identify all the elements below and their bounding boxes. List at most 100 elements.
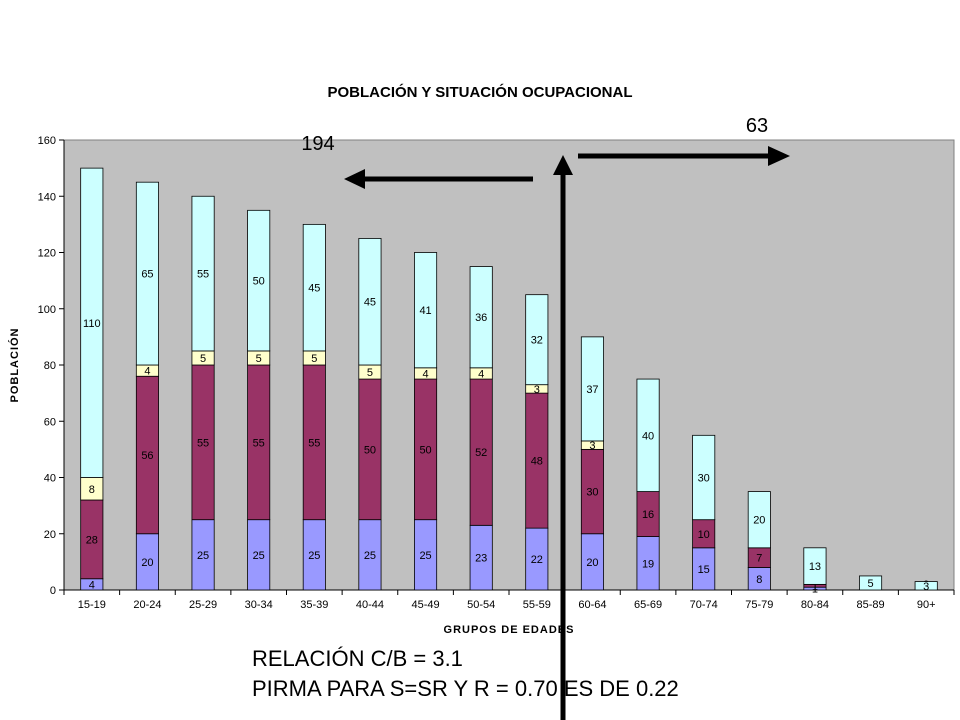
data-label: 3 <box>534 384 540 396</box>
data-label: 56 <box>141 450 153 462</box>
bar-segment <box>580 336 604 442</box>
chart-title: POBLACIÓN Y SITUACIÓN OCUPACIONAL <box>327 83 632 101</box>
x-tick-label: 60-64 <box>578 599 606 611</box>
x-tick-label: 30-34 <box>245 599 273 611</box>
data-label: 16 <box>642 509 654 521</box>
right-arrowhead <box>768 146 790 166</box>
y-tick-label: 100 <box>38 304 56 316</box>
data-label: 20 <box>141 557 153 569</box>
ratio-note: RELACIÓN C/B = 3.1 <box>252 646 463 671</box>
bar-segment <box>80 167 104 478</box>
right-arrow-label: 63 <box>746 115 768 137</box>
bar-segment <box>747 491 771 549</box>
data-label: 48 <box>531 456 543 468</box>
divider-arrowhead <box>553 155 573 175</box>
x-tick-label: 85-89 <box>856 599 884 611</box>
data-label: 25 <box>364 550 376 562</box>
data-label: 30 <box>698 473 710 485</box>
data-label: 25 <box>419 550 431 562</box>
x-tick-label: 55-59 <box>523 599 551 611</box>
data-label: 41 <box>419 305 431 317</box>
data-label: 45 <box>364 297 376 309</box>
y-tick-label: 80 <box>44 360 56 372</box>
bar-segment <box>302 223 326 352</box>
bar-segment <box>358 238 382 366</box>
x-tick-label: 65-69 <box>634 599 662 611</box>
bar-segment <box>191 195 215 352</box>
x-tick-label: 70-74 <box>690 599 718 611</box>
data-label: 20 <box>586 557 598 569</box>
data-label: 37 <box>586 384 598 396</box>
data-label: 110 <box>83 318 101 330</box>
data-label: 50 <box>419 444 431 456</box>
data-label: 65 <box>141 269 153 281</box>
x-tick-label: 35-39 <box>300 599 328 611</box>
data-label: 50 <box>364 444 376 456</box>
data-label: 5 <box>311 353 317 365</box>
x-axis-title: GRUPOS DE EDADES <box>444 624 575 636</box>
left-arrow-label: 194 <box>301 133 334 155</box>
data-label: 55 <box>253 437 265 449</box>
data-label: 8 <box>89 484 95 496</box>
pyramid-note: PIRMA PARA S=SR Y R = 0.70 ES DE 0.22 <box>252 676 679 701</box>
data-label: 40 <box>642 430 654 442</box>
x-tick-label: 15-19 <box>78 599 106 611</box>
data-label: 4 <box>478 368 484 380</box>
data-label: 23 <box>475 553 487 565</box>
data-label: 5 <box>256 353 262 365</box>
bar-segment <box>469 266 493 369</box>
x-tick-label: 25-29 <box>189 599 217 611</box>
x-tick-label: 80-84 <box>801 599 829 611</box>
x-tick-label: 20-24 <box>133 599 161 611</box>
x-tick-label: 90+ <box>917 599 936 611</box>
bar-segment <box>135 181 159 366</box>
data-label: 4 <box>89 579 95 591</box>
data-label: 10 <box>698 529 710 541</box>
data-label: 55 <box>197 269 209 281</box>
bar-segment <box>692 434 716 521</box>
y-tick-label: 40 <box>44 473 56 485</box>
bars: 4288110205646525555552555550255554525505… <box>80 167 938 596</box>
y-axis-title: POBLACIÓN <box>8 328 21 403</box>
data-label: 45 <box>308 283 320 295</box>
y-tick-label: 160 <box>38 135 56 147</box>
y-tick-label: 60 <box>44 416 56 428</box>
data-label: 1 <box>812 584 818 596</box>
left-arrowhead <box>344 169 365 189</box>
data-label: 3 <box>589 440 595 452</box>
data-label: 28 <box>86 534 98 546</box>
y-tick-label: 0 <box>50 585 56 597</box>
data-label: 52 <box>475 447 487 459</box>
data-label: 30 <box>586 487 598 499</box>
bar-segment <box>525 294 549 386</box>
y-tick-label: 120 <box>38 248 56 260</box>
data-label: 55 <box>308 437 320 449</box>
data-label: 4 <box>423 368 429 380</box>
data-label: 5 <box>868 578 874 590</box>
bar-segment <box>914 581 938 591</box>
data-label: 25 <box>308 550 320 562</box>
bar-segment <box>859 575 883 591</box>
data-label: 4 <box>144 366 150 378</box>
data-label: 3 <box>923 581 929 593</box>
x-tick-label: 45-49 <box>411 599 439 611</box>
y-axis: 0 20 40 60 80 100 120 140 160 <box>38 135 65 597</box>
data-label: 1 <box>812 581 818 593</box>
bar-segment <box>803 547 827 585</box>
data-label: 36 <box>475 312 487 324</box>
x-tick-label: 40-44 <box>356 599 384 611</box>
bar-segment <box>636 378 660 492</box>
data-label: 25 <box>197 550 209 562</box>
data-label: 20 <box>753 515 765 527</box>
data-label: 15 <box>698 564 710 576</box>
data-label: 8 <box>756 574 762 586</box>
y-tick-label: 140 <box>38 191 56 203</box>
x-tick-label: 50-54 <box>467 599 495 611</box>
data-label: 7 <box>756 553 762 565</box>
x-tick-label: 75-79 <box>745 599 773 611</box>
y-tick-label: 20 <box>44 529 56 541</box>
data-label: 5 <box>200 353 206 365</box>
data-label: 13 <box>809 561 821 573</box>
bar-segment <box>414 252 438 369</box>
